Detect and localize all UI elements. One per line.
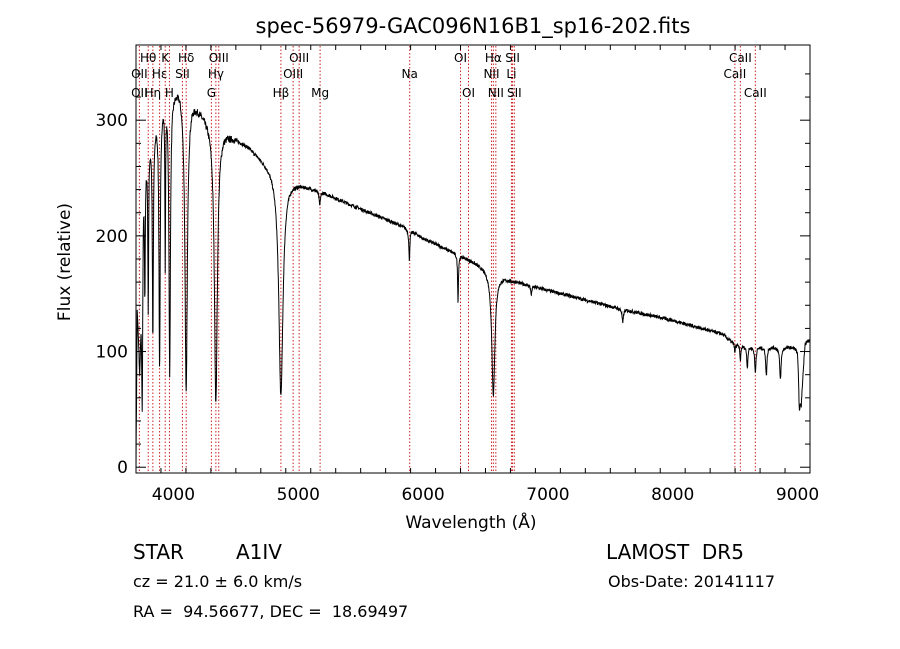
- line-label: H: [165, 86, 174, 100]
- spectral-class: A1IV: [236, 540, 282, 564]
- line-label: Hε: [152, 67, 168, 81]
- y-axis: 0 100 200 300: [96, 73, 810, 478]
- line-label: CaII: [723, 67, 746, 81]
- line-label: OIII: [283, 67, 303, 81]
- line-label: Hθ: [140, 51, 156, 65]
- object-type: STAR: [133, 540, 184, 564]
- y-tick-label: 0: [117, 458, 128, 478]
- y-axis-label: Flux (relative): [55, 203, 75, 321]
- line-label: CaII: [729, 51, 752, 65]
- line-label: OI: [454, 51, 467, 65]
- x-tick-label: 4000: [152, 485, 195, 505]
- chart-title: spec-56979-GAC096N16B1_sp16-202.fits: [256, 14, 691, 39]
- y-tick-label: 100: [96, 343, 128, 363]
- emission-line-markers: [138, 46, 756, 472]
- line-label: Na: [402, 67, 418, 81]
- y-tick-label: 300: [96, 111, 128, 131]
- redshift-value: cz = 21.0 ± 6.0 km/s: [133, 572, 303, 591]
- line-label: Li: [506, 67, 516, 81]
- x-tick-label: 5000: [277, 485, 320, 505]
- x-axis-label: Wavelength (Å): [405, 511, 536, 533]
- line-label: Hγ: [208, 67, 224, 81]
- plot-frame: [135, 44, 811, 474]
- line-label: Mg: [311, 86, 329, 100]
- line-label: G: [207, 86, 216, 100]
- line-label: Hβ: [273, 86, 290, 100]
- line-label: NII: [483, 67, 499, 81]
- line-label: SII: [505, 51, 520, 65]
- x-tick-label: 6000: [401, 485, 444, 505]
- line-label: OII: [131, 86, 148, 100]
- x-tick-label: 7000: [526, 485, 569, 505]
- x-tick-label: 8000: [651, 485, 694, 505]
- line-label: CaII: [744, 86, 767, 100]
- survey-name: LAMOST DR5: [606, 540, 744, 564]
- x-tick-label: 9000: [776, 485, 819, 505]
- line-label: Hη: [145, 86, 162, 100]
- line-label: Hδ: [178, 51, 194, 65]
- coordinates: RA = 94.56677, DEC = 18.69497: [133, 602, 409, 621]
- spectrum-line: [135, 94, 811, 472]
- line-label: OI: [462, 86, 475, 100]
- line-label: OIII: [209, 51, 229, 65]
- line-label: SII: [507, 86, 522, 100]
- line-label: Hα: [485, 51, 502, 65]
- line-label: OIII: [289, 51, 309, 65]
- line-label: NII: [488, 86, 504, 100]
- line-label: SII: [175, 67, 190, 81]
- obs-date: Obs-Date: 20141117: [608, 572, 776, 591]
- y-tick-label: 200: [96, 227, 128, 247]
- line-label: K: [161, 51, 170, 65]
- x-axis: 4000 5000 6000 7000 8000 9000: [135, 45, 819, 505]
